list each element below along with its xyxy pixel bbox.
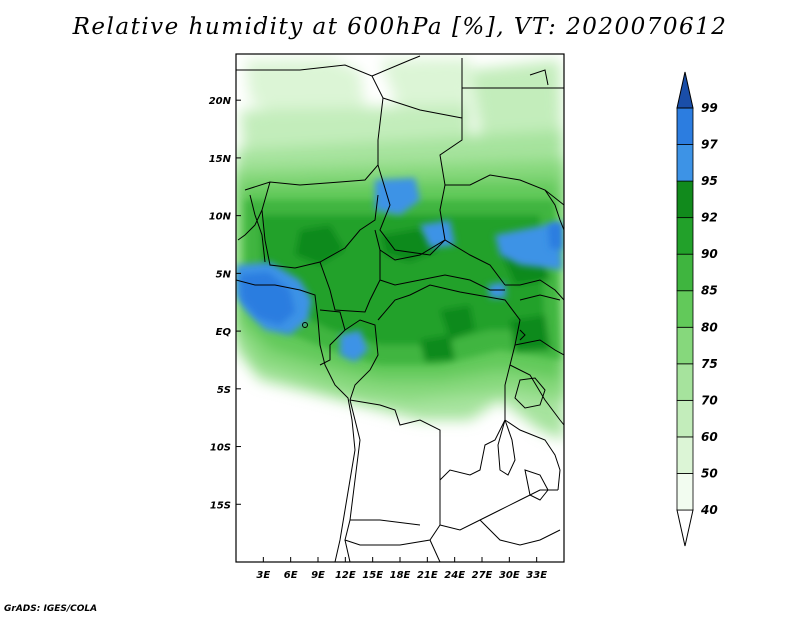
- colorbar-box: [676, 473, 694, 511]
- lat-tick-label: 5N: [216, 269, 232, 280]
- colorbar-label: 60: [701, 430, 718, 444]
- lat-tick-label: EQ: [216, 327, 232, 338]
- colorbar: 40 50 60 70 75 80 85 90 92 95 97 99: [676, 71, 718, 547]
- colorbar-label: 85: [701, 284, 718, 298]
- colorbar-label: 95: [701, 174, 718, 188]
- lon-tick-label: 30E: [499, 570, 520, 581]
- colorbar-box: [676, 363, 694, 401]
- colorbar-label: 97: [701, 138, 718, 152]
- lon-tick-label: 15E: [362, 570, 383, 581]
- colorbar-label: 50: [701, 466, 718, 480]
- colorbar-bottom-arrow: [676, 509, 694, 547]
- colorbar-box: [676, 290, 694, 328]
- colorbar-box: [676, 436, 694, 474]
- colorbar-box: [676, 217, 694, 255]
- country-boundaries: [236, 55, 564, 562]
- lon-tick-label: 24E: [444, 570, 465, 581]
- colorbar-box: [676, 107, 694, 145]
- lat-tick-label: 15N: [209, 154, 232, 165]
- lon-tick-label: 12E: [335, 570, 356, 581]
- colorbar-label: 70: [701, 393, 718, 407]
- grads-credit: GrADS: IGES/COLA: [4, 604, 98, 614]
- lat-tick-label: 15S: [210, 500, 231, 511]
- lon-tick-label: 9E: [311, 570, 325, 581]
- colorbar-label: 40: [700, 503, 718, 517]
- colorbar-label: 75: [701, 357, 718, 371]
- colorbar-box: [676, 180, 694, 219]
- lon-tick-label: 3E: [256, 570, 270, 581]
- lon-tick-label: 6E: [284, 570, 298, 581]
- colorbar-label: 99: [701, 101, 718, 115]
- humidity-shading: [236, 54, 564, 562]
- colorbar-box: [676, 253, 694, 292]
- lat-tick-label: 10N: [209, 212, 232, 223]
- map-title: Relative humidity at 600hPa [%], VT: 202…: [72, 14, 728, 40]
- colorbar-box: [676, 399, 694, 438]
- lon-tick-label: 18E: [390, 570, 411, 581]
- lat-tick-label: 5S: [217, 385, 231, 396]
- lat-tick-label: 10S: [210, 443, 231, 454]
- colorbar-box: [676, 326, 694, 365]
- lon-tick-label: 27E: [472, 570, 493, 581]
- colorbar-label: 80: [701, 320, 718, 334]
- colorbar-label: 92: [701, 211, 718, 225]
- lat-tick-label: 20N: [209, 96, 232, 107]
- colorbar-top-arrow: [676, 71, 694, 109]
- lon-tick-label: 21E: [417, 570, 438, 581]
- colorbar-label: 90: [701, 247, 718, 261]
- colorbar-box: [676, 144, 694, 182]
- latitude-axis: 20N 15N 10N 5N EQ 5S 10S 15S: [209, 96, 241, 511]
- lon-tick-label: 33E: [526, 570, 547, 581]
- longitude-axis: 3E 6E 9E 12E 15E 18E 21E 24E 27E 30E 33E: [256, 557, 547, 581]
